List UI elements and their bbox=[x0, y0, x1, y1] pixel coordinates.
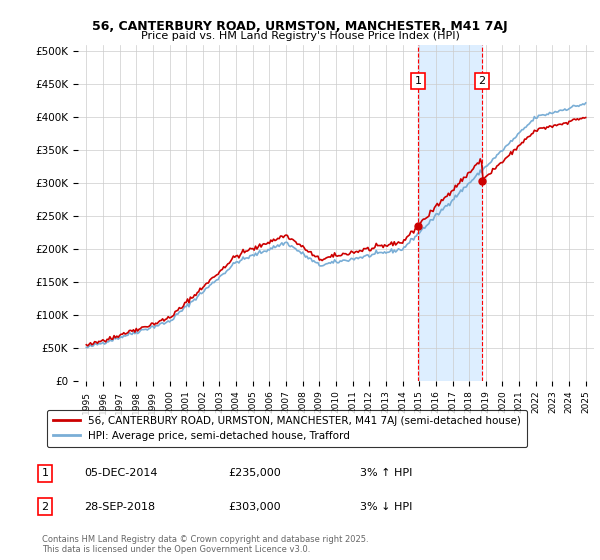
Text: 3% ↑ HPI: 3% ↑ HPI bbox=[360, 468, 412, 478]
Text: 2: 2 bbox=[41, 502, 49, 512]
Text: 3% ↓ HPI: 3% ↓ HPI bbox=[360, 502, 412, 512]
Text: 05-DEC-2014: 05-DEC-2014 bbox=[84, 468, 157, 478]
Text: 28-SEP-2018: 28-SEP-2018 bbox=[84, 502, 155, 512]
Text: £235,000: £235,000 bbox=[228, 468, 281, 478]
Text: 2: 2 bbox=[478, 76, 485, 86]
Legend: 56, CANTERBURY ROAD, URMSTON, MANCHESTER, M41 7AJ (semi-detached house), HPI: Av: 56, CANTERBURY ROAD, URMSTON, MANCHESTER… bbox=[47, 409, 527, 447]
Text: £303,000: £303,000 bbox=[228, 502, 281, 512]
Text: Price paid vs. HM Land Registry's House Price Index (HPI): Price paid vs. HM Land Registry's House … bbox=[140, 31, 460, 41]
Text: 1: 1 bbox=[415, 76, 421, 86]
Text: Contains HM Land Registry data © Crown copyright and database right 2025.
This d: Contains HM Land Registry data © Crown c… bbox=[42, 535, 368, 554]
Text: 56, CANTERBURY ROAD, URMSTON, MANCHESTER, M41 7AJ: 56, CANTERBURY ROAD, URMSTON, MANCHESTER… bbox=[92, 20, 508, 32]
Text: 1: 1 bbox=[41, 468, 49, 478]
Bar bbox=[418, 45, 482, 381]
